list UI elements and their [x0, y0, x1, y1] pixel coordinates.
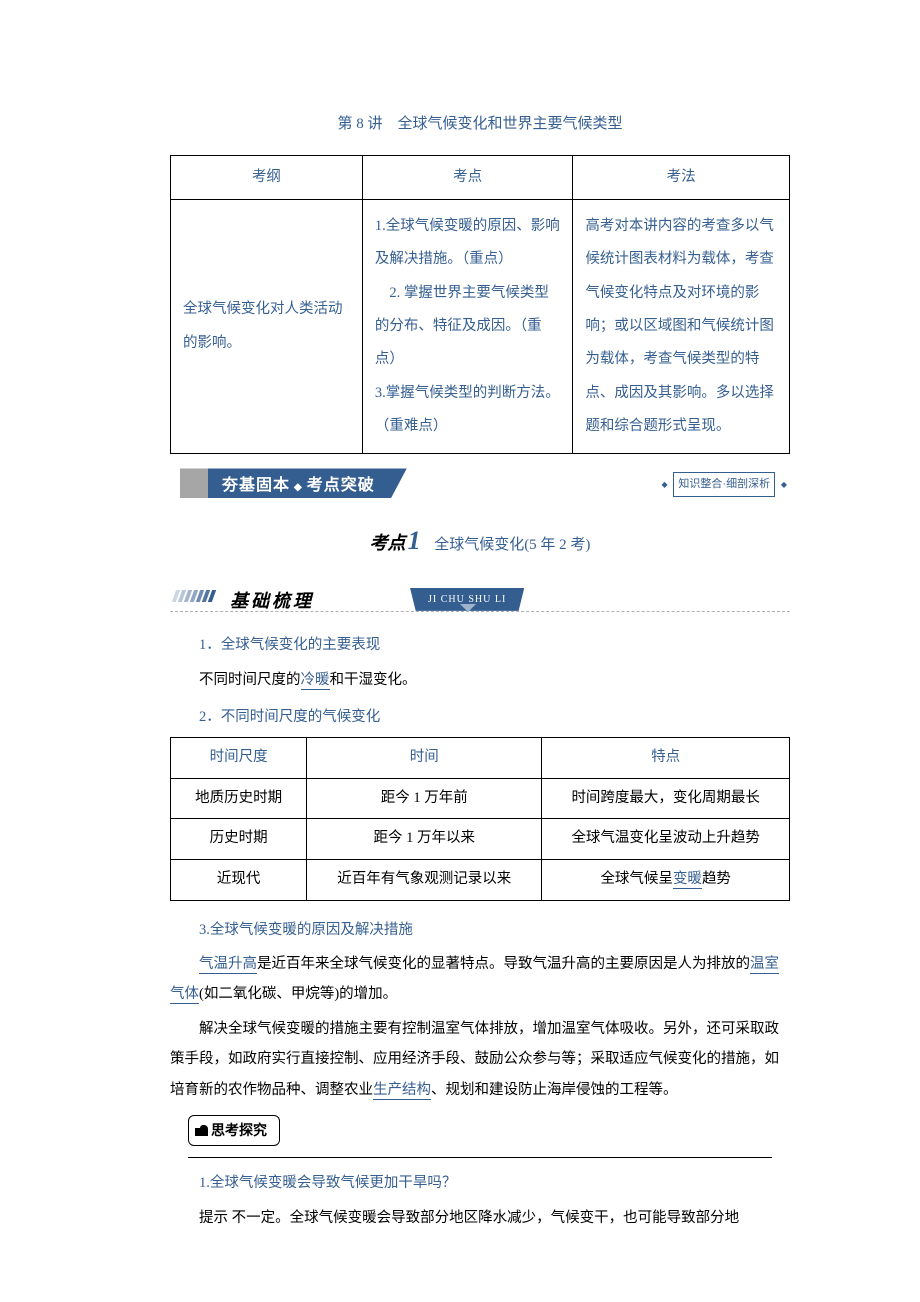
- think-question-1: 1.全球气候变暖会导致气候更加干旱吗？: [170, 1170, 790, 1198]
- cell: 地质历史时期: [171, 778, 307, 819]
- th-kaogang: 考纲: [171, 155, 363, 200]
- table-row: 近现代 近百年有气象观测记录以来 全球气候呈变暖趋势: [171, 860, 790, 901]
- th: 时间尺度: [171, 738, 307, 779]
- p-sec3-2: 解决全球气候变暖的措施主要有控制温室气体排放，增加温室气体吸收。另外，还可采取政…: [170, 1014, 790, 1105]
- table-row: 历史时期 距今 1 万年以来 全球气温变化呈波动上升趋势: [171, 819, 790, 860]
- kaodian-text: 全球气候变化(5 年 2 考): [434, 537, 590, 553]
- p-sec3-1: 气温升高是近百年来全球气候变化的显著特点。导致气温升高的主要原因是人为排放的温室…: [170, 949, 790, 1010]
- table-header-row: 考纲 考点 考法: [171, 155, 790, 200]
- kaodian-heading: 考点1 全球气候变化(5 年 2 考): [170, 516, 790, 565]
- txt: 不同时间尺度的: [199, 672, 301, 688]
- txt: 、规划和建设防止海岸侵蚀的工程等。: [431, 1082, 678, 1098]
- cell: 全球气温变化呈波动上升趋势: [542, 819, 790, 860]
- h-sec1: 1．全球气候变化的主要表现: [170, 632, 790, 660]
- banner-text-2: 考点突破: [307, 477, 375, 494]
- cell: 近百年有气象观测记录以来: [307, 860, 542, 901]
- banner-right: ◆ 知识整合·细剖深析 ◆: [659, 472, 790, 497]
- banner-blue-label: 夯基固本◆考点突破: [208, 468, 407, 498]
- th-kaodian: 考点: [362, 155, 572, 200]
- txt: 趋势: [702, 871, 731, 887]
- cell: 历史时期: [171, 819, 307, 860]
- think-badge-label: 思考探究: [211, 1122, 267, 1138]
- cell: 近现代: [171, 860, 307, 901]
- underline-term: 冷暖: [301, 672, 330, 690]
- dot-icon: ◆: [778, 480, 790, 489]
- table-row: 地质历史时期 距今 1 万年前 时间跨度最大，变化周期最长: [171, 778, 790, 819]
- table-header-row: 时间尺度 时间 特点: [171, 738, 790, 779]
- dot-icon: ◆: [290, 482, 307, 493]
- txt: 和干湿变化。: [330, 672, 417, 688]
- lesson-title: 第 8 讲 全球气候变化和世界主要气候类型: [170, 110, 790, 139]
- txt: 全球气候呈: [600, 871, 673, 887]
- cell: 距今 1 万年以来: [307, 819, 542, 860]
- table-row: 全球气候变化对人类活动的影响。 1.全球气候变暖的原因、影响及解决措施。（重点）…: [171, 200, 790, 454]
- th: 时间: [307, 738, 542, 779]
- underline-term: 气温升高: [199, 956, 257, 974]
- h-sec3: 3.全球气候变暖的原因及解决措施: [170, 915, 790, 945]
- syllabus-table: 考纲 考点 考法 全球气候变化对人类活动的影响。 1.全球气候变暖的原因、影响及…: [170, 155, 790, 455]
- th: 特点: [542, 738, 790, 779]
- underline-term: 变暖: [673, 871, 702, 889]
- cell: 时间跨度最大，变化周期最长: [542, 778, 790, 819]
- think-badge: 思考探究: [188, 1115, 280, 1146]
- p-sec1: 不同时间尺度的冷暖和干湿变化。: [170, 665, 790, 695]
- dot-icon: ◆: [659, 480, 671, 489]
- banner-right-box: 知识整合·细剖深析: [673, 472, 775, 497]
- txt: (如二氧化碳、甲烷等)的增加。: [199, 986, 397, 1002]
- kaodian-number: 1: [406, 526, 431, 555]
- time-scale-table: 时间尺度 时间 特点 地质历史时期 距今 1 万年前 时间跨度最大，变化周期最长…: [170, 737, 790, 900]
- th-kaofa: 考法: [573, 155, 790, 200]
- divider-line: [188, 1152, 772, 1158]
- section-banner-hangji: 夯基固本◆考点突破 ◆ 知识整合·细剖深析 ◆: [170, 468, 790, 498]
- think-answer-1: 提示 不一定。全球气候变暖会导致部分地区降水减少，气候变干，也可能导致部分地: [170, 1203, 790, 1233]
- underline-term: 生产结构: [373, 1082, 431, 1100]
- stripes-icon: [174, 590, 214, 602]
- banner-left: 夯基固本◆考点突破: [180, 468, 407, 498]
- think-badge-row: 思考探究: [188, 1115, 790, 1146]
- cell-kaofa: 高考对本讲内容的考查多以气候统计图表材料为载体，考查气候变化特点及对环境的影响；…: [573, 200, 790, 454]
- cell-kaogang: 全球气候变化对人类活动的影响。: [171, 200, 363, 454]
- banner-text-1: 夯基固本: [222, 477, 290, 494]
- cell: 距今 1 万年前: [307, 778, 542, 819]
- chevron-down-icon: [460, 604, 476, 612]
- cell-kaodian: 1.全球气候变暖的原因、影响及解决措施。（重点） 2. 掌握世界主要气候类型的分…: [362, 200, 572, 454]
- section-banner-jichu: 基础梳理 JI CHU SHU LI: [170, 586, 790, 612]
- h-sec2: 2．不同时间尺度的气候变化: [170, 704, 790, 732]
- cell: 全球气候呈变暖趋势: [542, 860, 790, 901]
- txt: 是近百年来全球气候变化的显著特点。导致气温升高的主要原因是人为排放的: [257, 956, 750, 972]
- jichu-label: 基础梳理: [230, 584, 314, 618]
- kaodian-label: 考点: [370, 533, 406, 553]
- thumbs-up-icon: [195, 1124, 208, 1136]
